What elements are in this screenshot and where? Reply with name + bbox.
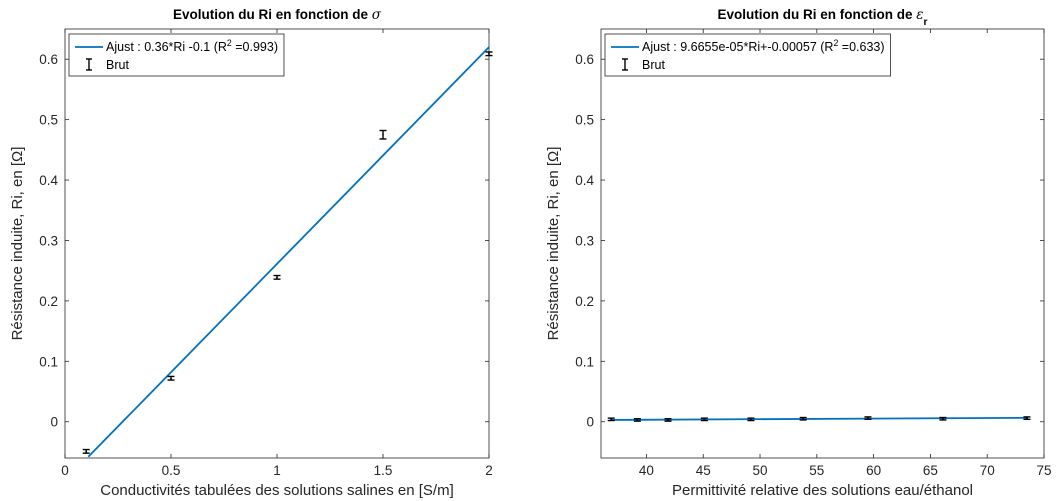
legend: Ajust : 9.6655e-05*Ri+-0.00057 (R2 =0.63… (604, 33, 891, 77)
legend-raw-label: Brut (106, 58, 129, 72)
data-point (167, 375, 175, 381)
y-tick-label: 0.1 (575, 354, 594, 369)
y-tick-label: 0.6 (575, 52, 594, 67)
plot-area (64, 28, 490, 459)
x-tick-label: 75 (1036, 463, 1051, 478)
data-point (747, 417, 755, 422)
data-point (607, 417, 615, 422)
y-tick-label: 0.2 (39, 294, 58, 309)
x-tick-label: 70 (980, 463, 995, 478)
y-tick-label: 0.4 (39, 173, 58, 188)
point-marker (382, 133, 384, 136)
data-point (82, 448, 90, 454)
point-marker (276, 276, 278, 279)
data-point (939, 416, 947, 421)
x-axis-label: Conductivités tabulées des solutions sal… (100, 482, 454, 499)
legend-box (68, 33, 285, 77)
point-marker (636, 419, 639, 421)
data-point (700, 417, 708, 422)
y-tick-label: 0 (586, 415, 594, 430)
point-marker (610, 418, 613, 421)
legend-box (604, 33, 891, 77)
y-axis-label: Résistance induite, Ri, en [Ω] (545, 147, 562, 341)
y-axis-label: Résistance induite, Ri, en [Ω] (9, 147, 26, 341)
data-point (485, 51, 493, 57)
point-marker (488, 52, 490, 55)
legend-raw-label: Brut (642, 58, 665, 72)
data-point (664, 418, 672, 422)
x-tick-label: 60 (866, 463, 881, 478)
x-tick-label: 2 (485, 463, 493, 478)
point-marker (85, 450, 87, 453)
point-marker (867, 417, 869, 419)
legend-raw-swatch (86, 58, 92, 71)
x-tick-label: 50 (753, 463, 768, 478)
y-tick-label: 0.5 (575, 113, 594, 128)
y-tick-label: 0.3 (575, 233, 594, 248)
fit-line (610, 416, 1029, 421)
fit-line (87, 46, 490, 458)
legend-fit-label: Ajust : 9.6655e-05*Ri+-0.00057 (R2 =0.63… (642, 38, 885, 54)
chart-1: 0 0.5 1 1.5 2 0 0.1 0.2 0.3 0.4 0.5 0.6 Evolution du… (9, 7, 493, 499)
data-point (864, 416, 872, 421)
x-tick-label: 0.5 (162, 463, 181, 478)
x-tick-label: 1.5 (374, 463, 393, 478)
x-tick-label: 65 (923, 463, 938, 478)
plot-area (600, 28, 1045, 459)
y-tick-label: 0 (50, 415, 58, 430)
y-tick-label: 0.3 (39, 233, 58, 248)
point-marker (703, 418, 706, 421)
data-point (273, 274, 281, 280)
data-point (379, 129, 387, 140)
point-marker (942, 417, 944, 420)
y-tick-label: 0.2 (575, 294, 594, 309)
data-point (799, 416, 807, 421)
chart-title: Evolution du Ri en fonction de σ (173, 7, 382, 23)
x-axis-label: Permittivité relative des solutions eau/… (672, 482, 973, 499)
y-tick-label: 0.4 (575, 173, 594, 188)
x-tick-label: 0 (61, 463, 69, 478)
x-tick-label: 40 (639, 463, 654, 478)
point-marker (750, 418, 752, 421)
y-tick-label: 0.6 (39, 52, 58, 67)
data-point (1023, 416, 1031, 421)
point-marker (802, 417, 804, 420)
point-marker (1026, 417, 1028, 419)
point-marker (667, 419, 669, 421)
x-tick-label: 45 (696, 463, 711, 478)
legend: Ajust : 0.36*Ri -0.1 (R2 =0.993) Brut (68, 33, 285, 77)
x-tick-label: 55 (809, 463, 824, 478)
y-tick-label: 0.1 (39, 354, 58, 369)
x-tick-label: 1 (273, 463, 281, 478)
legend-raw-swatch (622, 58, 628, 71)
y-tick-label: 0.5 (39, 113, 58, 128)
chart-title: Evolution du Ri en fonction de εr (718, 7, 928, 28)
data-point (633, 418, 641, 422)
point-marker (170, 377, 172, 380)
chart-2: 40 45 50 55 60 65 70 75 0 0.1 0.2 0.3 0.4 0.5 0.6 Evolu… (545, 7, 1052, 499)
legend-fit-label: Ajust : 0.36*Ri -0.1 (R2 =0.993) (106, 38, 278, 54)
